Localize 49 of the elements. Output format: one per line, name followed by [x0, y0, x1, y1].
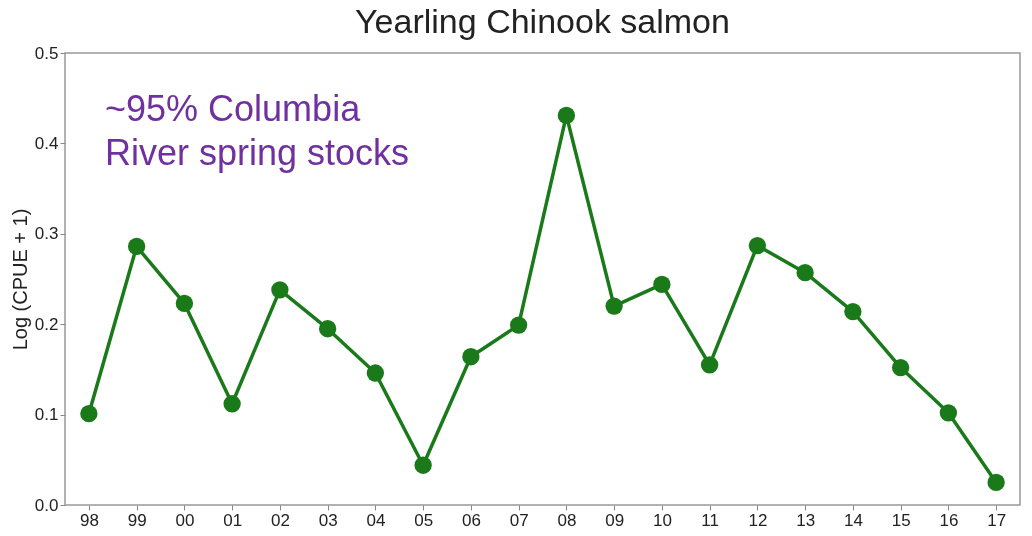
x-tick-label: 05	[414, 510, 434, 530]
x-tick-label: 04	[366, 510, 386, 530]
x-tick-label: 11	[701, 510, 719, 530]
y-tick-label: 0.5	[34, 43, 59, 63]
x-tick-label: 10	[652, 510, 672, 530]
x-tick-label: 02	[270, 510, 290, 530]
x-tick-label: 14	[843, 510, 863, 530]
point	[462, 348, 480, 366]
x-tick-label: 07	[509, 510, 529, 530]
x-tick-label: 01	[223, 510, 243, 530]
point	[605, 297, 623, 315]
x-tick-label: 15	[891, 510, 911, 530]
x-tick-label: 12	[748, 510, 768, 530]
x-tick-label: 98	[79, 510, 99, 530]
point	[271, 281, 289, 299]
point	[844, 302, 862, 321]
point	[80, 405, 98, 423]
annotation: ~95% Columbia River spring stocks	[105, 88, 410, 173]
point	[987, 473, 1005, 492]
point	[939, 404, 958, 422]
x-tick-label: 99	[127, 510, 147, 530]
chart-title: Yearling Chinook salmon	[355, 2, 730, 40]
point	[700, 356, 719, 374]
x-tick-label: 13	[796, 510, 816, 530]
point	[796, 264, 814, 282]
point	[509, 316, 528, 334]
x-tick-label: 17	[987, 510, 1007, 530]
point	[891, 358, 910, 377]
point	[653, 275, 671, 294]
x-tick-label: 16	[939, 510, 959, 530]
x-tick-label: 08	[557, 510, 577, 530]
y-tick-label: 0.3	[34, 224, 59, 244]
x-tick-label: 03	[318, 510, 338, 530]
point	[127, 237, 146, 256]
y-tick-label: 0.0	[34, 495, 59, 515]
y-axis-title: Log (CPUE + 1)	[8, 208, 31, 351]
y-tick-label: 0.4	[34, 133, 59, 153]
point	[223, 395, 241, 413]
y-tick-label: 0.1	[34, 405, 59, 425]
x-tick-label: 06	[461, 510, 481, 530]
point	[175, 294, 194, 313]
point	[748, 236, 767, 255]
point	[557, 106, 576, 125]
x-tick-label: 09	[605, 510, 625, 530]
point	[414, 456, 432, 474]
point	[318, 320, 337, 338]
x-tick-label: 00	[175, 510, 195, 530]
point	[366, 364, 385, 382]
y-tick-label: 0.2	[34, 314, 59, 334]
